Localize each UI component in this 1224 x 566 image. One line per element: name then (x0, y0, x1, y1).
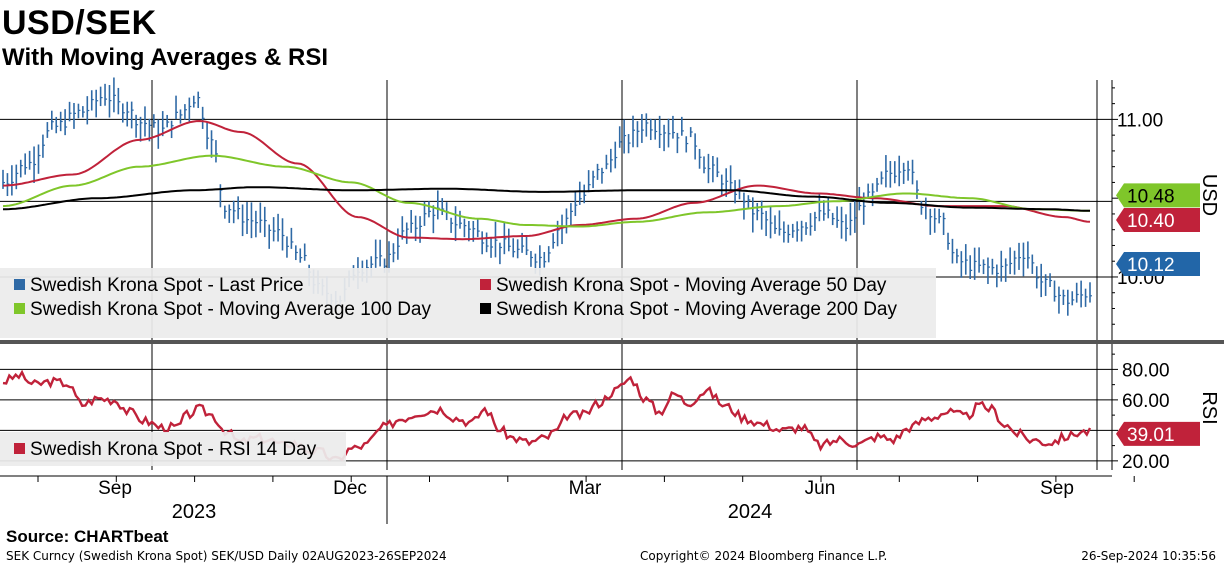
footer-timestamp: 26-Sep-2024 10:35:56 (1081, 549, 1216, 563)
year-label: 2024 (728, 501, 773, 523)
footer-security-info: SEK Curncy (Swedish Krona Spot) SEK/USD … (6, 549, 447, 563)
legend-label: Swedish Krona Spot - RSI 14 Day (30, 439, 317, 460)
ma50-value-label: 10.40 (1127, 211, 1175, 232)
legend-label: Swedish Krona Spot - Moving Average 50 D… (496, 275, 887, 296)
legend-swatch (480, 279, 491, 290)
rsi-tick-label: 20.00 (1122, 452, 1170, 473)
legend-swatch (14, 443, 25, 454)
legend-label: Swedish Krona Spot - Moving Average 100 … (30, 299, 431, 320)
legend-label: Swedish Krona Spot - Last Price (30, 275, 304, 296)
chart-subtitle: With Moving Averages & RSI (2, 44, 329, 71)
last-price-value-label-bg (1116, 252, 1200, 277)
rsi-legend-box (0, 432, 346, 466)
legend-swatch (14, 303, 25, 314)
rsi-tick-label: 80.00 (1122, 360, 1170, 381)
ma200-line (3, 186, 1090, 212)
rsi-line (2, 369, 1092, 462)
year-label: 2023 (172, 501, 217, 523)
x-tick-label: Jun (805, 478, 836, 499)
x-tick-label: Sep (98, 478, 132, 499)
panel-divider (0, 340, 1224, 344)
legend-label: Swedish Krona Spot - Moving Average 200 … (496, 299, 897, 320)
x-tick-label: Sep (1040, 478, 1074, 499)
footer-copyright: Copyright© 2024 Bloomberg Finance L.P. (640, 549, 888, 563)
last-price-value-label: 10.12 (1127, 255, 1175, 276)
chart-title: USD/SEK (2, 4, 157, 42)
legend-swatch (480, 303, 491, 314)
ma100-value-label-bg (1116, 183, 1200, 208)
price-bars-group (2, 77, 1092, 316)
price-axis-title: USD (1198, 174, 1220, 216)
x-tick-label: Dec (333, 478, 367, 499)
ma100-line (2, 154, 1090, 228)
price-tick-label: 11.00 (1117, 110, 1163, 131)
rsi-value-label-bg (1116, 421, 1200, 446)
source-note: Source: CHARTbeat (6, 527, 169, 546)
price-legend-box (0, 268, 936, 338)
legend-swatch (14, 279, 25, 290)
x-tick-label: Mar (569, 478, 602, 499)
rsi-value-label: 39.01 (1127, 425, 1175, 446)
rsi-axis-title: RSI (1198, 391, 1220, 424)
ma50-value-label-bg (1116, 207, 1200, 232)
ma50-line (2, 119, 1091, 241)
ma100-value-label: 10.48 (1127, 186, 1175, 207)
rsi-tick-label: 60.00 (1122, 391, 1170, 412)
